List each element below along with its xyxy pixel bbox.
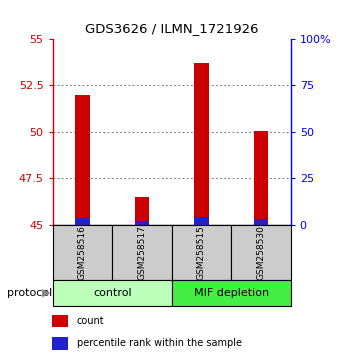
Bar: [135, 197, 149, 225]
Bar: [75, 218, 90, 225]
Text: control: control: [93, 288, 132, 298]
Bar: [172, 225, 231, 280]
Title: GDS3626 / ILMN_1721926: GDS3626 / ILMN_1721926: [85, 22, 258, 35]
Bar: [52, 315, 68, 327]
Text: GSM258516: GSM258516: [78, 225, 87, 280]
Bar: [231, 225, 291, 280]
Text: GSM258517: GSM258517: [137, 225, 147, 280]
Text: count: count: [77, 316, 104, 326]
Text: MIF depletion: MIF depletion: [194, 288, 269, 298]
Bar: [53, 280, 172, 306]
Bar: [75, 95, 90, 225]
Bar: [112, 225, 172, 280]
Text: percentile rank within the sample: percentile rank within the sample: [77, 338, 242, 348]
Text: protocol: protocol: [7, 288, 52, 298]
Bar: [172, 280, 291, 306]
Bar: [52, 337, 68, 350]
Text: GSM258530: GSM258530: [256, 225, 266, 280]
Bar: [194, 217, 209, 225]
Bar: [194, 63, 209, 225]
Bar: [53, 225, 112, 280]
Bar: [254, 219, 268, 225]
Text: ▶: ▶: [42, 288, 50, 298]
Bar: [254, 131, 268, 225]
Bar: [135, 221, 149, 225]
Text: GSM258515: GSM258515: [197, 225, 206, 280]
